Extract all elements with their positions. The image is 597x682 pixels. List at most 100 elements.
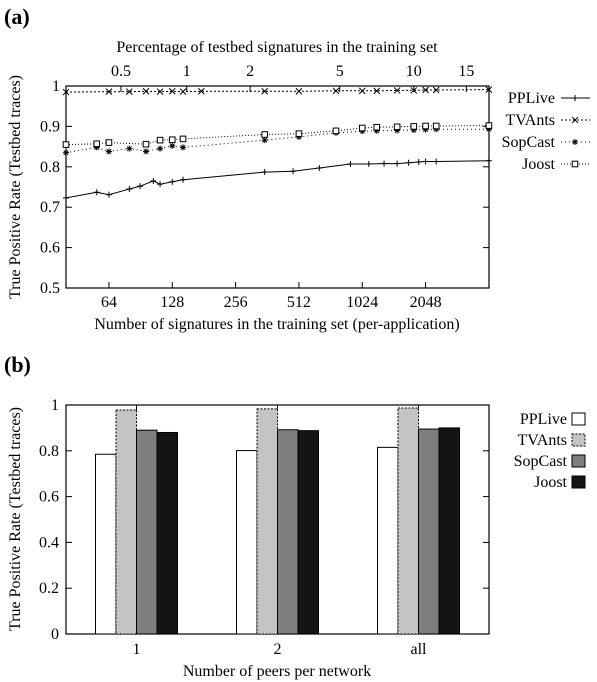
panel-a-series [62, 86, 493, 201]
panel-a-x-ticks: 64 128 256 512 1024 2048 [101, 282, 442, 311]
legend-swatch-tvants [571, 433, 586, 447]
data-point-pplive [261, 169, 268, 176]
legend-label-tvants: TVAnts [518, 432, 568, 449]
data-point-pplive [105, 191, 112, 198]
legend-swatch-sopcast [571, 454, 586, 468]
data-point-pplive [169, 178, 176, 185]
y-tick-label: 0.6 [40, 240, 60, 257]
data-point-pplive [137, 183, 144, 190]
data-point-tvants [358, 87, 366, 95]
panel-a-top-axis-label: Percentage of testbed signatures in the … [116, 39, 438, 56]
data-point-joost [485, 122, 493, 129]
panel-b-legend: PPLive TVAnts SopCast Joost [514, 411, 586, 491]
data-point-sopcast [126, 145, 133, 152]
data-point-sopcast [261, 137, 268, 144]
x-tick-label: 1024 [346, 294, 378, 311]
data-point-tvants [179, 88, 187, 96]
x-tick-label: 512 [287, 294, 311, 311]
legend-marker-sopcast [572, 139, 578, 145]
data-point-joost [332, 127, 340, 135]
data-point-joost [179, 135, 187, 143]
bar-tvants [397, 407, 419, 635]
top-tick-label: 2 [246, 63, 254, 80]
top-tick-label: 1 [183, 63, 191, 80]
data-point-joost [93, 140, 101, 148]
data-point-pplive [290, 168, 297, 175]
legend-marker-joost [571, 160, 579, 168]
x-tick-label: 128 [160, 294, 184, 311]
data-point-tvants [393, 87, 401, 94]
panel-a-label: (a) [4, 4, 30, 29]
data-point-joost [156, 136, 164, 144]
data-point-tvants [432, 86, 440, 94]
data-point-joost [168, 136, 176, 144]
y-tick-label: 0.2 [39, 580, 59, 597]
legend-label-pplive: PPLive [520, 411, 567, 428]
data-point-pplive [347, 160, 354, 167]
legend-label-tvants: TVAnts [506, 112, 556, 129]
data-point-joost [373, 123, 381, 131]
data-point-tvants [198, 87, 205, 95]
data-point-tvants [156, 88, 164, 96]
x-tick-label: 2048 [410, 294, 442, 311]
panel-a-y-ticks: 0.5 0.6 0.7 0.8 0.9 1 [40, 78, 489, 297]
data-point-pplive [415, 158, 422, 165]
data-point-tvants [261, 87, 269, 95]
data-point-joost [62, 141, 70, 148]
legend-label-joost: Joost [534, 474, 567, 491]
data-point-pplive [316, 165, 323, 172]
bar-pplive [236, 450, 258, 635]
legend-marker-pplive [572, 95, 578, 101]
data-point-pplive [405, 159, 412, 166]
data-point-joost [432, 122, 440, 130]
data-point-joost [261, 131, 268, 138]
data-point-pplive [365, 160, 372, 167]
y-tick-label: 0.7 [40, 199, 60, 216]
y-tick-label: 0.8 [40, 159, 60, 176]
legend-label-sopcast: SopCast [514, 453, 568, 470]
x-tick-label: 64 [101, 294, 117, 311]
data-point-tvants [62, 88, 70, 96]
panel-a-x-axis-label: Number of signatures in the training set… [94, 316, 459, 333]
data-point-tvants [332, 87, 340, 95]
bar-joost [156, 431, 178, 635]
data-point-sopcast [157, 145, 164, 152]
y-tick-label: 1 [52, 78, 60, 95]
y-tick-label: 0 [51, 626, 59, 643]
data-point-pplive [157, 181, 164, 188]
data-point-joost [410, 123, 418, 130]
x-tick-label: 256 [224, 294, 248, 311]
panel-a-legend: PPLive TVAnts SopCast Joost [502, 90, 590, 173]
data-point-joost [295, 130, 303, 137]
data-point-tvants [168, 87, 176, 95]
data-point-sopcast [169, 142, 176, 149]
y-tick-label: 0.8 [39, 443, 59, 460]
data-point-pplive [180, 176, 187, 183]
y-tick-label: 0.5 [40, 280, 60, 297]
top-tick-label: 10 [406, 63, 422, 80]
panel-b-bars [95, 407, 460, 635]
y-tick-label: 1 [51, 397, 59, 414]
bar-joost [438, 427, 460, 635]
data-point-tvants [295, 87, 303, 95]
panel-a-plot-frame [65, 85, 490, 289]
panel-b-y-ticks: 0 0.2 0.4 0.6 0.8 1 [39, 397, 489, 643]
data-point-tvants [142, 87, 150, 95]
data-point-tvants [373, 87, 381, 95]
legend-swatch-pplive [571, 412, 586, 426]
data-point-pplive [422, 158, 429, 165]
data-point-tvants [485, 86, 493, 93]
data-point-pplive [394, 160, 401, 167]
legend-marker-tvants [571, 116, 579, 124]
panel-b-y-axis-label: True Positive Rate (Testbed traces) [7, 407, 24, 631]
legend-label-joost: Joost [522, 156, 555, 173]
series-line-tvants [65, 89, 489, 93]
data-point-joost [422, 122, 429, 130]
x-tick-label: 2 [274, 641, 282, 658]
data-point-tvants [105, 88, 113, 96]
data-point-pplive [433, 158, 440, 165]
bar-tvants [115, 409, 137, 635]
y-tick-label: 0.9 [40, 118, 60, 135]
data-point-sopcast [63, 149, 69, 156]
bar-pplive [377, 446, 399, 635]
